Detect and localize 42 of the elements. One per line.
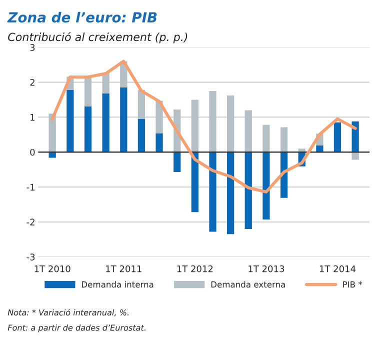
bar — [227, 96, 234, 152]
y-tick-label: 1 — [30, 114, 34, 121]
line-series — [50, 60, 357, 194]
chart-title: Zona de l’euro: PIB — [7, 12, 157, 23]
legend-label: Demanda interna — [82, 281, 154, 288]
bar — [84, 77, 92, 106]
bar — [244, 152, 252, 229]
bar — [156, 133, 163, 152]
bar — [138, 118, 146, 152]
bar — [209, 90, 216, 152]
bar — [174, 152, 181, 172]
legend-label: Demanda externa — [211, 281, 285, 288]
y-tick-label: 3 — [30, 44, 35, 51]
x-tick-label: 1T 2011 — [106, 265, 142, 272]
y-tick-label: 0 — [30, 148, 35, 156]
x-tick-label: 1T 2013 — [248, 265, 284, 272]
text: Nota: * Variació interanual, %. — [8, 308, 128, 316]
y-tick-label: 2 — [30, 78, 34, 86]
bar — [84, 106, 92, 152]
text: Font: a partir de dades d’Eurostat. — [8, 324, 146, 332]
bar — [191, 152, 198, 212]
bar — [66, 90, 74, 152]
x-tick-label: 1T 2012 — [177, 265, 213, 272]
bar — [102, 93, 110, 152]
bar — [262, 152, 270, 220]
y-tick-label: -3 — [26, 254, 35, 260]
x-tick-label: 1T 2010 — [34, 265, 70, 272]
y-tick-label: -1 — [26, 184, 34, 190]
bar — [209, 152, 216, 232]
legend-label: PIB * — [343, 281, 362, 288]
bar — [120, 87, 128, 152]
x-tick-label: 1T 2014 — [320, 265, 356, 272]
bar — [138, 90, 146, 119]
bar — [334, 122, 342, 152]
bar — [262, 124, 270, 152]
bar — [244, 110, 252, 152]
bar — [280, 127, 288, 152]
bar — [352, 152, 359, 160]
bar — [227, 152, 234, 234]
y-tick-label: -2 — [26, 218, 34, 226]
bar — [191, 100, 198, 152]
chart-subtitle: Contribució al creixement (p. p.) — [8, 32, 188, 44]
